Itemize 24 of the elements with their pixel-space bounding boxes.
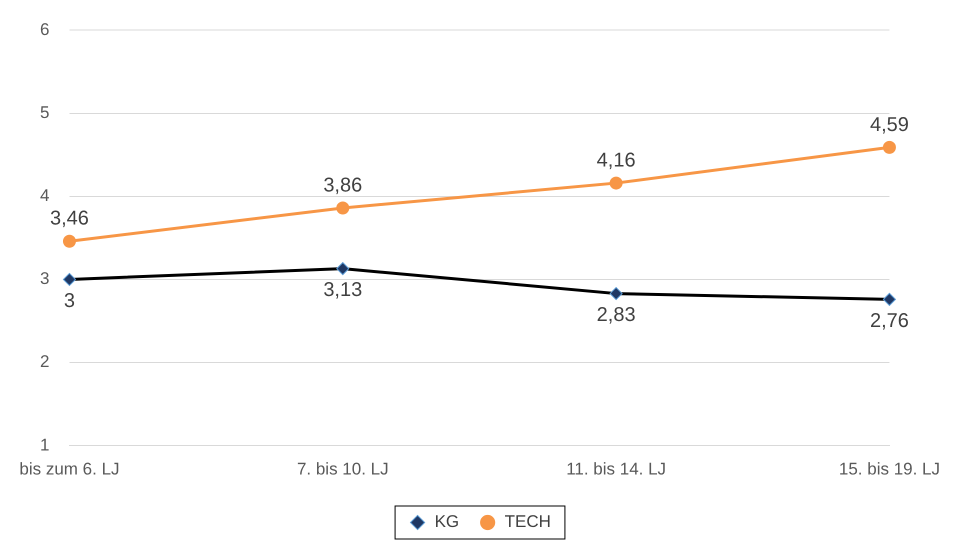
y-tick-label: 5 (40, 102, 50, 122)
data-label: 3,13 (323, 279, 362, 302)
data-label: 2,76 (870, 310, 909, 332)
point (62, 234, 76, 248)
data-label: 4,59 (870, 114, 909, 136)
data-label: 4,16 (596, 150, 636, 172)
data-label: 2,83 (596, 304, 636, 326)
legend-label: TECH (504, 512, 551, 532)
y-tick-label: 6 (40, 20, 50, 39)
point (610, 176, 623, 190)
x-tick-label: 11. bis 14. LJ (566, 459, 666, 478)
x-tick-label: 7. bis 10. LJ (296, 459, 389, 478)
point (336, 201, 350, 214)
x-tick-label: bis zum 6. LJ (19, 459, 120, 478)
y-tick-label: 2 (40, 352, 50, 372)
data-label: 3 (64, 290, 76, 312)
data-label: 3,86 (323, 174, 362, 197)
x-tick-label: 15. bis 19. LJ (838, 459, 940, 478)
y-tick-label: 3 (40, 269, 50, 288)
legend-label: KG (434, 512, 460, 532)
data-label: 3,46 (50, 208, 89, 230)
point (882, 140, 896, 154)
y-tick-label: 1 (40, 435, 50, 454)
y-tick-label: 4 (40, 186, 50, 206)
